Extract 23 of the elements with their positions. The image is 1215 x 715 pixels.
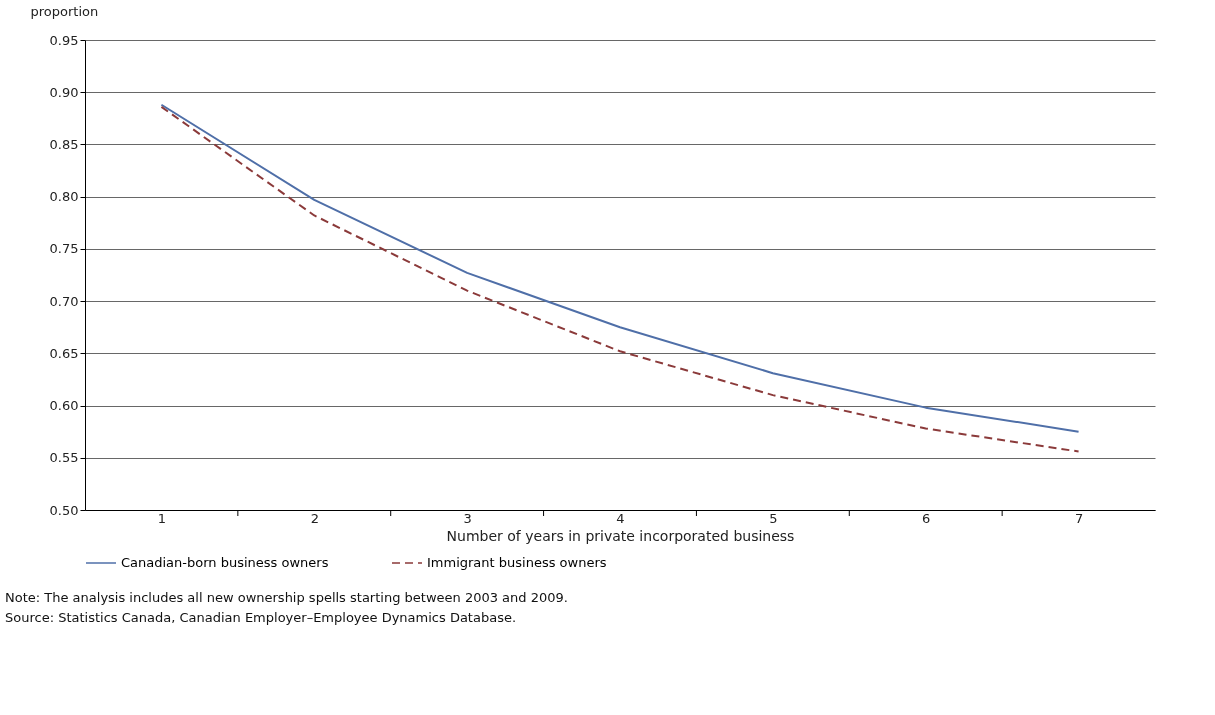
x-tick-label: 1 bbox=[157, 510, 167, 526]
y-tick-label: 0.60 bbox=[49, 398, 79, 414]
x-tick-label: 6 bbox=[922, 510, 931, 526]
y-tick-label: 0.55 bbox=[49, 450, 79, 466]
x-tick-label: 3 bbox=[463, 510, 472, 526]
x-tick-label: 7 bbox=[1074, 510, 1084, 526]
y-tick-label: 0.95 bbox=[49, 32, 79, 48]
source-note: Source: Statistics Canada, Canadian Employer–Employee Dynamics Database. bbox=[5, 610, 517, 625]
y-tick-label: 0.65 bbox=[49, 345, 79, 361]
y-tick-label: 0.50 bbox=[49, 502, 79, 518]
y-tick-label: 0.85 bbox=[49, 136, 79, 152]
y-tick-label: 0.75 bbox=[49, 241, 79, 257]
text: Note: The analysis includes all new ownership spells starting between 2003 and 2009. bbox=[5, 590, 568, 605]
x-tick-label: 2 bbox=[310, 510, 319, 526]
legend-label: Immigrant business owners bbox=[427, 555, 607, 570]
y-tick-label: 0.80 bbox=[49, 189, 79, 205]
y-axis-title: proportion bbox=[30, 3, 99, 19]
y-tick-label: 0.70 bbox=[49, 293, 79, 309]
legend-label: Canadian-born business owners bbox=[121, 555, 329, 570]
x-axis-title: Number of years in private incorporated business bbox=[446, 527, 795, 544]
x-tick-label: 4 bbox=[616, 510, 625, 526]
y-tick-label: 0.90 bbox=[49, 84, 79, 100]
x-tick-label: 5 bbox=[769, 510, 778, 526]
